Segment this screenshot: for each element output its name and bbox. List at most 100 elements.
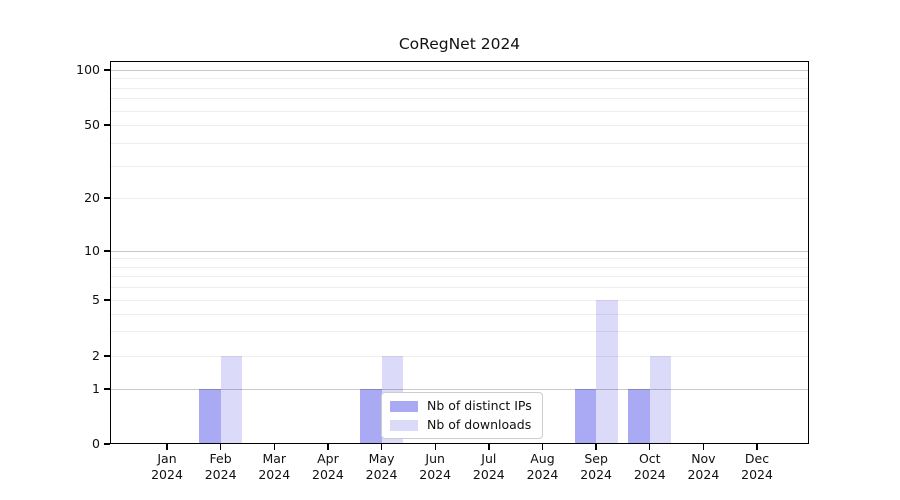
gridline-minor-3 bbox=[110, 331, 809, 333]
gridline-minor-8 bbox=[110, 266, 809, 268]
x-tick-month: Feb bbox=[209, 451, 232, 466]
x-tick-label-jun: Jun 2024 bbox=[403, 451, 467, 483]
gridline-minor-20 bbox=[110, 198, 809, 199]
gridline-minor-6 bbox=[110, 287, 809, 289]
x-tick-year: 2024 bbox=[312, 467, 344, 482]
x-tick-label-aug: Aug 2024 bbox=[510, 451, 574, 483]
bar-nb-of-downloads-oct bbox=[649, 356, 672, 444]
y-tick-label-0: 0 bbox=[92, 436, 100, 451]
x-tick-mark-oct bbox=[649, 444, 651, 450]
y-tick-mark-5 bbox=[104, 299, 110, 301]
legend-swatch-downloads bbox=[390, 419, 418, 431]
gridline-minor-90 bbox=[110, 78, 809, 80]
x-tick-mark-feb bbox=[219, 444, 222, 450]
x-tick-year: 2024 bbox=[472, 467, 505, 482]
x-tick-month: Nov bbox=[691, 451, 716, 466]
y-tick-label-5: 5 bbox=[92, 292, 100, 307]
legend: Nb of distinct IPs Nb of downloads bbox=[381, 392, 543, 439]
x-tick-label-feb: Feb 2024 bbox=[189, 451, 253, 483]
y-tick-mark-50 bbox=[104, 124, 110, 126]
gridline-minor-50 bbox=[110, 125, 809, 126]
y-tick-label-2: 2 bbox=[92, 348, 100, 363]
x-tick-year: 2024 bbox=[204, 467, 237, 482]
y-tick-mark-0 bbox=[104, 443, 110, 445]
gridline-minor-60 bbox=[110, 110, 809, 112]
bar-nb-of-distinct-ips-sep bbox=[574, 389, 597, 444]
gridline-major-10 bbox=[110, 251, 809, 252]
gridline-minor-7 bbox=[110, 276, 809, 278]
bar-nb-of-distinct-ips-feb bbox=[199, 389, 221, 444]
x-tick-month: Jan bbox=[157, 451, 177, 466]
x-tick-label-mar: Mar 2024 bbox=[242, 451, 306, 483]
y-tick-mark-2 bbox=[104, 355, 110, 357]
bar-nb-of-distinct-ips-may bbox=[360, 389, 382, 444]
x-tick-year: 2024 bbox=[151, 467, 183, 482]
legend-entry-distinct-ips: Nb of distinct IPs bbox=[390, 399, 532, 413]
x-tick-label-may: May 2024 bbox=[350, 451, 414, 483]
x-tick-month: Dec bbox=[744, 451, 770, 466]
y-tick-label-100: 100 bbox=[76, 62, 100, 77]
gridline-minor-4 bbox=[110, 313, 809, 315]
bar-nb-of-downloads-feb bbox=[220, 356, 243, 444]
x-tick-month: Sep bbox=[584, 451, 608, 466]
x-tick-label-dec: Dec 2024 bbox=[725, 451, 789, 483]
y-tick-mark-100 bbox=[104, 69, 110, 71]
x-tick-mark-apr bbox=[327, 444, 329, 450]
y-tick-mark-20 bbox=[104, 197, 110, 199]
x-tick-label-jul: Jul 2024 bbox=[457, 451, 521, 483]
gridline-minor-5 bbox=[110, 300, 809, 301]
x-tick-year: 2024 bbox=[258, 467, 291, 482]
bar-nb-of-distinct-ips-oct bbox=[628, 389, 650, 444]
x-tick-label-jan: Jan 2024 bbox=[135, 451, 199, 483]
y-tick-label-1: 1 bbox=[92, 381, 100, 396]
x-tick-label-sep: Sep 2024 bbox=[564, 451, 628, 483]
x-tick-year: 2024 bbox=[687, 467, 720, 482]
y-tick-mark-1 bbox=[104, 388, 110, 390]
x-tick-month: May bbox=[368, 451, 395, 466]
x-tick-label-oct: Oct 2024 bbox=[618, 451, 682, 483]
x-tick-month: Aug bbox=[530, 451, 555, 466]
x-tick-year: 2024 bbox=[365, 467, 398, 482]
y-tick-mark-10 bbox=[104, 250, 110, 252]
x-tick-year: 2024 bbox=[633, 467, 666, 482]
gridline-major-100 bbox=[110, 70, 809, 71]
chart-title: CoRegNet 2024 bbox=[398, 35, 521, 53]
gridline-minor-2 bbox=[110, 356, 809, 357]
x-tick-mark-mar bbox=[273, 444, 275, 450]
legend-swatch-distinct-ips bbox=[390, 400, 418, 412]
gridline-minor-40 bbox=[110, 142, 809, 144]
plot-area bbox=[110, 61, 809, 444]
x-tick-year: 2024 bbox=[419, 467, 452, 482]
x-tick-label-apr: Apr 2024 bbox=[296, 451, 360, 483]
x-tick-mark-may bbox=[380, 444, 383, 450]
x-tick-mark-jul bbox=[488, 444, 490, 450]
x-tick-month: Jul bbox=[481, 451, 497, 466]
gridline-minor-30 bbox=[110, 165, 809, 167]
legend-label-downloads: Nb of downloads bbox=[427, 417, 532, 432]
legend-entry-downloads: Nb of downloads bbox=[390, 418, 532, 432]
gridline-major-1 bbox=[110, 389, 809, 390]
x-tick-year: 2024 bbox=[526, 467, 559, 482]
x-tick-year: 2024 bbox=[741, 467, 773, 482]
y-tick-label-10: 10 bbox=[84, 243, 100, 258]
x-tick-year: 2024 bbox=[580, 467, 613, 482]
x-tick-month: Jun bbox=[425, 451, 445, 466]
gridline-minor-80 bbox=[110, 87, 809, 89]
bar-nb-of-downloads-sep bbox=[596, 300, 618, 444]
x-tick-label-nov: Nov 2024 bbox=[671, 451, 735, 483]
x-tick-month: Mar bbox=[262, 451, 287, 466]
x-tick-mark-sep bbox=[595, 444, 597, 450]
x-tick-mark-jun bbox=[434, 444, 436, 450]
x-tick-mark-nov bbox=[702, 444, 705, 450]
x-tick-mark-aug bbox=[541, 444, 544, 450]
x-tick-month: Oct bbox=[638, 451, 661, 466]
gridline-minor-9 bbox=[110, 258, 809, 260]
x-tick-mark-jan bbox=[166, 444, 168, 450]
x-tick-mark-dec bbox=[756, 444, 758, 450]
y-tick-label-20: 20 bbox=[84, 190, 100, 205]
legend-label-distinct-ips: Nb of distinct IPs bbox=[427, 398, 532, 413]
gridline-minor-70 bbox=[110, 98, 809, 100]
x-tick-month: Apr bbox=[317, 451, 339, 466]
y-tick-label-50: 50 bbox=[84, 117, 100, 132]
